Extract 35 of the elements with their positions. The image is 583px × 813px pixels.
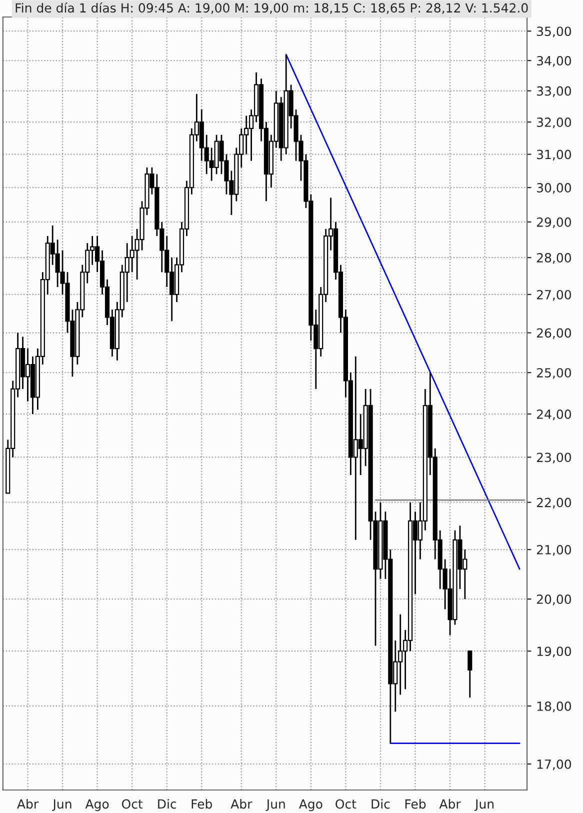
y-tick-label: 35,00 xyxy=(537,26,572,38)
y-tick-label: 21,00 xyxy=(536,545,572,556)
x-tick-label: Jun xyxy=(266,799,285,812)
y-tick-label: 28,00 xyxy=(536,253,572,264)
x-tick-label: Oct xyxy=(122,799,143,809)
y-tick-label: 24,00 xyxy=(536,409,572,420)
chart-title: Fin de día 1 días H: 09:45 A: 19,00 M: 19,00 m: 18,15 C: 18,65 P: 28,12 V: 1.542.0 xyxy=(16,2,528,14)
y-tick-label: 26,00 xyxy=(536,328,572,339)
y-tick-label: 19,00 xyxy=(537,646,572,658)
y-tick-label: 23,00 xyxy=(536,452,572,464)
y-tick-label: 25,00 xyxy=(536,368,572,379)
y-tick-label: 18,00 xyxy=(537,701,572,712)
x-tick-label: Dic xyxy=(372,799,390,809)
x-tick-label: Abr xyxy=(17,799,39,809)
y-tick-label: 33,00 xyxy=(537,86,572,98)
y-tick-label: 31,00 xyxy=(537,150,572,160)
y-tick-label: 34,00 xyxy=(537,56,572,67)
x-tick-label: Feb xyxy=(192,799,212,809)
x-tick-label: Abr xyxy=(230,799,252,809)
x-tick-label: Abr xyxy=(439,799,461,809)
y-tick-label: 27,00 xyxy=(536,290,572,301)
x-tick-label: Ago xyxy=(85,799,109,812)
y-tick-label: 17,00 xyxy=(537,759,572,770)
x-tick-label: Oct xyxy=(336,799,356,809)
x-tick-label: Ago xyxy=(298,799,322,812)
candlestick xyxy=(468,650,472,698)
y-tick-label: 30,00 xyxy=(537,183,572,194)
x-tick-label: Dic xyxy=(158,799,176,809)
y-tick-label: 32,00 xyxy=(537,118,572,128)
y-tick-label: 22,00 xyxy=(536,498,572,509)
y-tick-label: 29,00 xyxy=(536,217,572,228)
x-tick-label: Feb xyxy=(405,799,426,809)
x-tick-label: Jun xyxy=(52,799,72,812)
x-tick-label: Jun xyxy=(474,799,494,812)
y-tick-label: 20,00 xyxy=(536,594,572,606)
